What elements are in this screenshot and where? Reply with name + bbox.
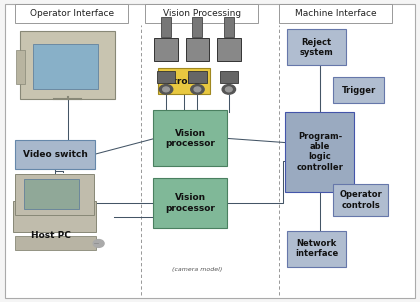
Text: Program-
able
logic
controller: Program- able logic controller — [297, 132, 343, 172]
Bar — [16, 236, 96, 250]
Text: Network
interface: Network interface — [295, 239, 339, 259]
Text: Operator Interface: Operator Interface — [30, 9, 114, 18]
Text: Video switch: Video switch — [23, 150, 87, 159]
Bar — [157, 71, 175, 83]
Circle shape — [226, 87, 232, 92]
Bar — [16, 50, 25, 84]
Circle shape — [222, 85, 236, 94]
FancyBboxPatch shape — [287, 29, 346, 65]
Circle shape — [194, 87, 201, 92]
FancyBboxPatch shape — [287, 231, 346, 267]
FancyBboxPatch shape — [16, 140, 95, 169]
Circle shape — [163, 87, 169, 92]
Bar — [224, 17, 234, 37]
Bar — [188, 71, 207, 83]
FancyBboxPatch shape — [333, 77, 384, 103]
Text: Machine Interface: Machine Interface — [295, 9, 376, 18]
FancyBboxPatch shape — [153, 111, 227, 166]
Text: Operator
controls: Operator controls — [339, 190, 382, 210]
FancyBboxPatch shape — [145, 4, 258, 23]
Bar — [16, 175, 94, 215]
Text: Reject
system: Reject system — [300, 37, 333, 57]
Text: Vision
processor: Vision processor — [165, 193, 215, 213]
Text: Host PC: Host PC — [32, 231, 71, 240]
FancyBboxPatch shape — [153, 178, 227, 228]
Bar — [154, 38, 178, 61]
Bar — [13, 201, 96, 232]
FancyBboxPatch shape — [279, 4, 392, 23]
Bar — [220, 71, 238, 83]
Circle shape — [191, 85, 204, 94]
Text: Trigger: Trigger — [341, 86, 376, 95]
Bar — [161, 17, 171, 37]
FancyBboxPatch shape — [20, 31, 115, 99]
FancyBboxPatch shape — [285, 112, 354, 191]
FancyBboxPatch shape — [158, 68, 210, 94]
FancyBboxPatch shape — [333, 184, 388, 216]
Circle shape — [159, 85, 173, 94]
Circle shape — [93, 239, 104, 247]
Bar — [33, 44, 98, 89]
Text: (camera model): (camera model) — [172, 267, 223, 272]
Bar — [217, 38, 241, 61]
Text: Strobe: Strobe — [167, 77, 201, 85]
Bar — [192, 17, 202, 37]
Text: Vision
processor: Vision processor — [165, 129, 215, 148]
FancyBboxPatch shape — [16, 4, 129, 23]
Text: Vision Processing: Vision Processing — [163, 9, 241, 18]
Bar — [24, 179, 79, 209]
Bar — [186, 38, 209, 61]
